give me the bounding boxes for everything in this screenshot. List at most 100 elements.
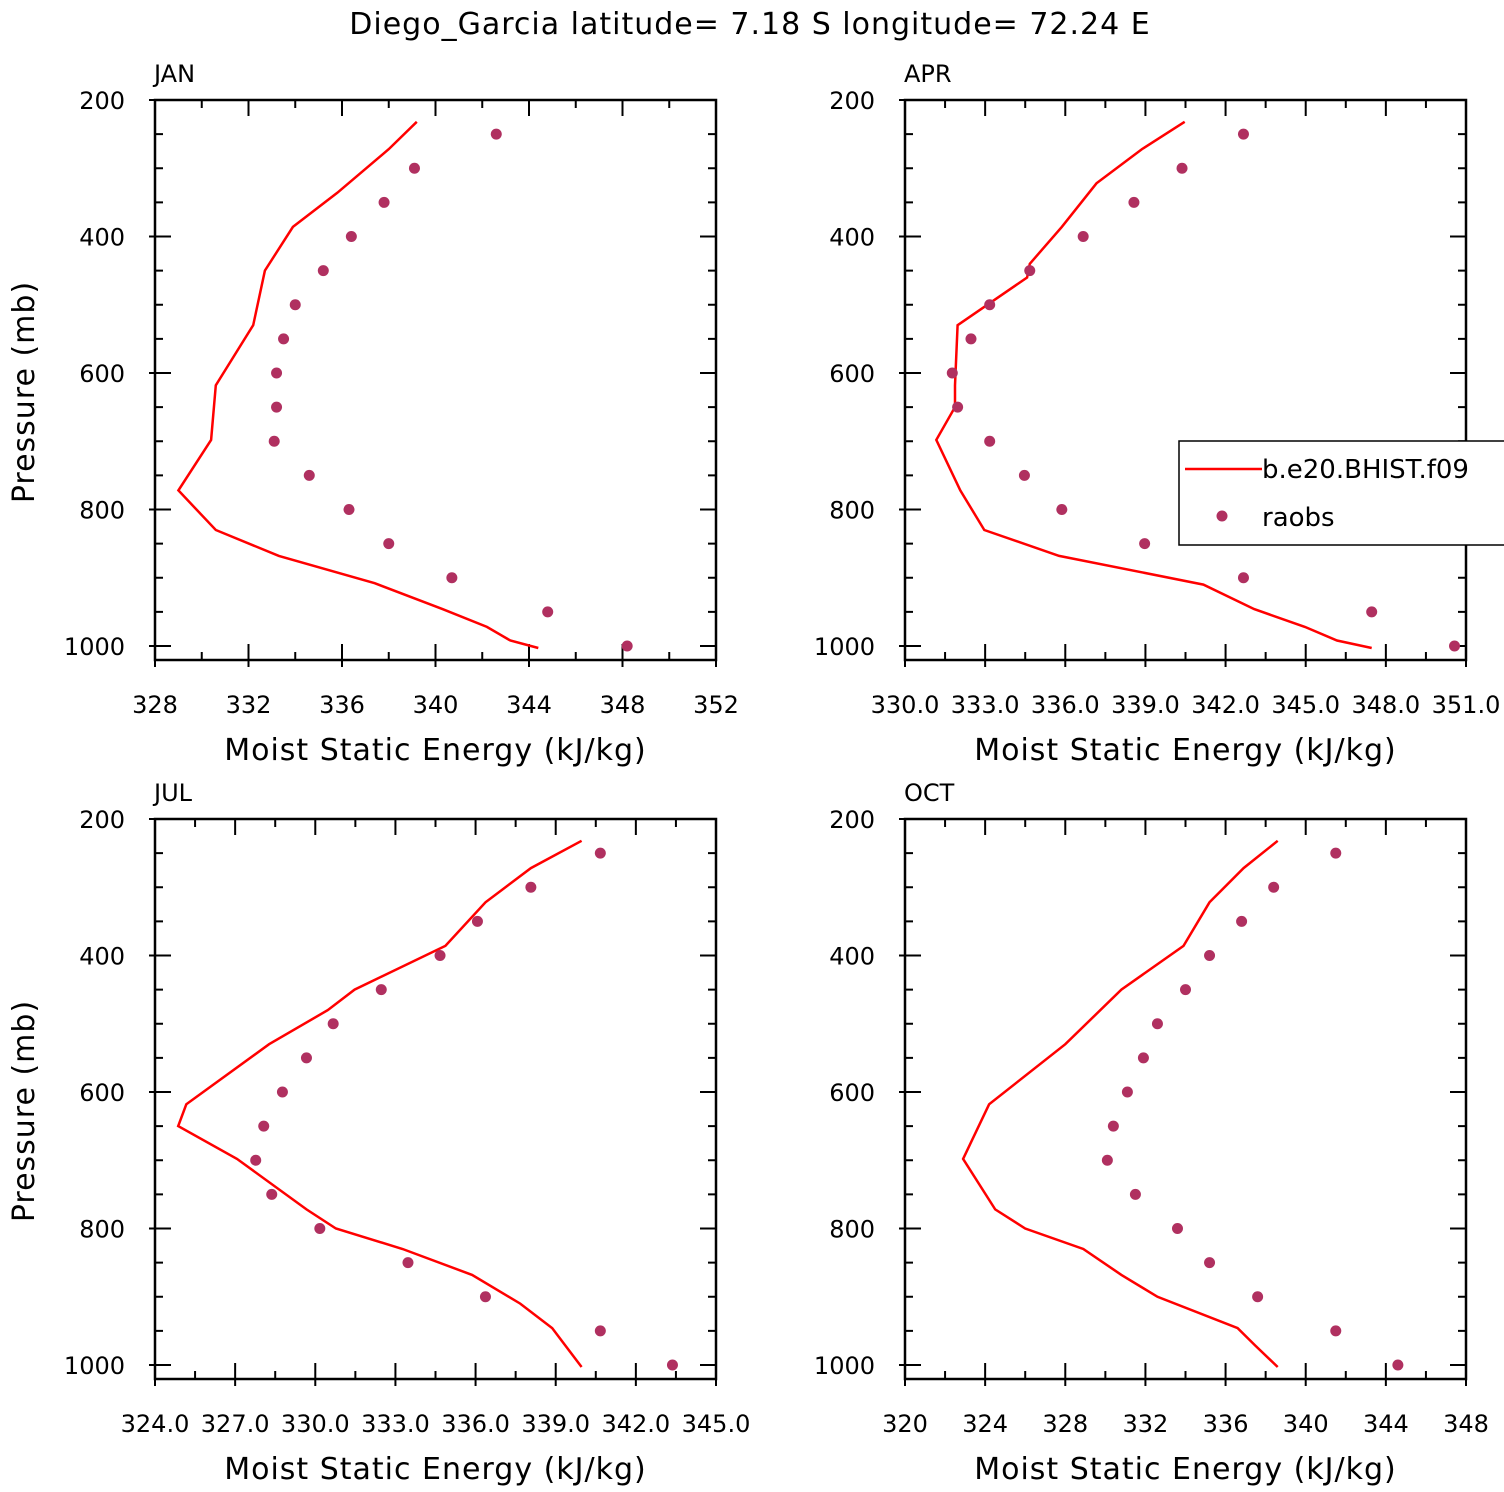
plot-frame: [903, 817, 1468, 1381]
x-axis-label: Moist Static Energy (kJ/kg): [974, 1452, 1397, 1487]
y-axis-label: Pressure (mb): [7, 281, 42, 503]
x-axis-label: Moist Static Energy (kJ/kg): [224, 733, 647, 768]
obs-point: [1204, 950, 1216, 961]
legend-box: [1178, 440, 1504, 546]
obs-point: [276, 1086, 288, 1098]
y-tick-label: 600: [829, 1079, 875, 1107]
obs-point: [1204, 1257, 1216, 1269]
panels: 200 400 600 800 1000 328 332 336 340 344 348 352 JAN…: [7, 60, 1500, 1487]
x-tick-label: 336.0: [441, 1410, 510, 1438]
y-tick-label: 1000: [64, 633, 125, 661]
obs-point: [1180, 984, 1191, 996]
y-tick-label: 1000: [814, 1352, 875, 1380]
y-tick-label: 200: [79, 87, 125, 115]
x-tick-label: 351.0: [1432, 691, 1501, 719]
obs-point: [303, 469, 315, 481]
x-tick-label: 328: [132, 691, 178, 719]
x-tick-label: 333.0: [951, 691, 1020, 719]
y-tick-label: 200: [829, 806, 875, 834]
obs-point: [300, 1052, 312, 1064]
x-tick-label: 333.0: [361, 1410, 430, 1438]
plot-frame: [153, 98, 718, 662]
obs-point: [1018, 469, 1030, 481]
obs-point: [594, 1325, 606, 1337]
obs-point: [984, 299, 996, 311]
obs-point: [327, 1018, 339, 1030]
obs-point: [314, 1223, 326, 1234]
y-tick-label: 800: [829, 1216, 875, 1244]
y-axis-label: Pressure (mb): [7, 1000, 42, 1222]
obs-point: [268, 435, 280, 447]
y-tick-label: 800: [829, 497, 875, 525]
obs-point: [965, 333, 977, 345]
obs-point: [946, 367, 958, 379]
obs-point: [378, 196, 390, 208]
x-tick-label: 352: [693, 691, 739, 719]
obs-point: [1237, 572, 1249, 584]
x-tick-label: 320: [882, 1410, 928, 1438]
series-line-model: [176, 120, 539, 650]
obs-point: [278, 333, 290, 345]
y-tick-label: 800: [79, 1216, 125, 1244]
obs-point: [446, 572, 458, 584]
x-tick-label: 344: [1363, 1410, 1409, 1438]
obs-point: [1268, 881, 1280, 893]
x-tick-label: 330.0: [871, 691, 940, 719]
panel-jul: 200 400 600 800 1000 324.0 327.0 330.0 333.0 336.…: [7, 779, 750, 1487]
plot-frame: [153, 817, 718, 1381]
obs-point: [1139, 538, 1151, 550]
series-line-model: [934, 120, 1372, 650]
obs-point: [479, 1291, 491, 1303]
y-tick-label: 1000: [814, 633, 875, 661]
obs-point: [250, 1154, 262, 1166]
legend: b.e20.BHIST.f09 raobs: [1178, 440, 1504, 546]
obs-point: [594, 847, 606, 859]
y-tick-label: 400: [79, 224, 125, 252]
obs-point: [1101, 1154, 1113, 1166]
x-tick-label: 327.0: [201, 1410, 270, 1438]
obs-point: [1330, 1325, 1342, 1337]
x-tick-label: 332: [226, 691, 272, 719]
legend-dot-swatch: [1216, 510, 1228, 522]
panel-label: JAN: [152, 60, 195, 88]
x-tick-label: 340: [1283, 1410, 1329, 1438]
y-tick-label: 800: [79, 497, 125, 525]
panel-label: OCT: [904, 779, 955, 807]
y-tick-label: 400: [829, 943, 875, 971]
y-tick-label: 400: [79, 943, 125, 971]
x-tick-label: 348.0: [1351, 691, 1420, 719]
obs-point: [375, 984, 387, 996]
obs-point: [952, 401, 964, 413]
x-axis-label: Moist Static Energy (kJ/kg): [974, 733, 1397, 768]
figure-title: Diego_Garcia latitude= 7.18 S longitude=…: [349, 7, 1150, 42]
panel-oct: 200 400 600 800 1000 320 324 328 332 336 340 344 348…: [814, 779, 1489, 1487]
x-tick-label: 340: [413, 691, 459, 719]
x-tick-label: 342.0: [1191, 691, 1260, 719]
y-tick-label: 200: [79, 806, 125, 834]
x-tick-label: 345.0: [682, 1410, 751, 1438]
obs-point: [343, 504, 355, 515]
obs-point: [1366, 606, 1378, 618]
obs-point: [258, 1120, 270, 1132]
x-axis-label: Moist Static Energy (kJ/kg): [224, 1452, 647, 1487]
x-tick-label: 332: [1123, 1410, 1169, 1438]
obs-point: [434, 950, 446, 961]
y-tick-label: 1000: [64, 1352, 125, 1380]
panel-apr: 200 400 600 800 1000 330.0 333.0 336.0 339.0 342.…: [814, 60, 1500, 768]
x-tick-label: 348: [600, 691, 646, 719]
x-tick-label: 324: [962, 1410, 1008, 1438]
x-tick-label: 336: [319, 691, 365, 719]
x-tick-label: 336.0: [1031, 691, 1100, 719]
panel-jan: 200 400 600 800 1000 328 332 336 340 344 348 352 JAN…: [7, 60, 739, 768]
series-line-model: [176, 839, 583, 1368]
obs-point: [1392, 1359, 1404, 1371]
obs-point: [345, 231, 357, 242]
obs-point: [289, 299, 301, 311]
plot-frame: [903, 98, 1468, 662]
x-tick-label: 336: [1203, 1410, 1249, 1438]
obs-point: [1121, 1086, 1133, 1098]
x-tick-label: 345.0: [1271, 691, 1340, 719]
obs-point: [408, 162, 420, 174]
legend-obs-label: raobs: [1262, 503, 1335, 533]
obs-point: [1237, 128, 1249, 140]
